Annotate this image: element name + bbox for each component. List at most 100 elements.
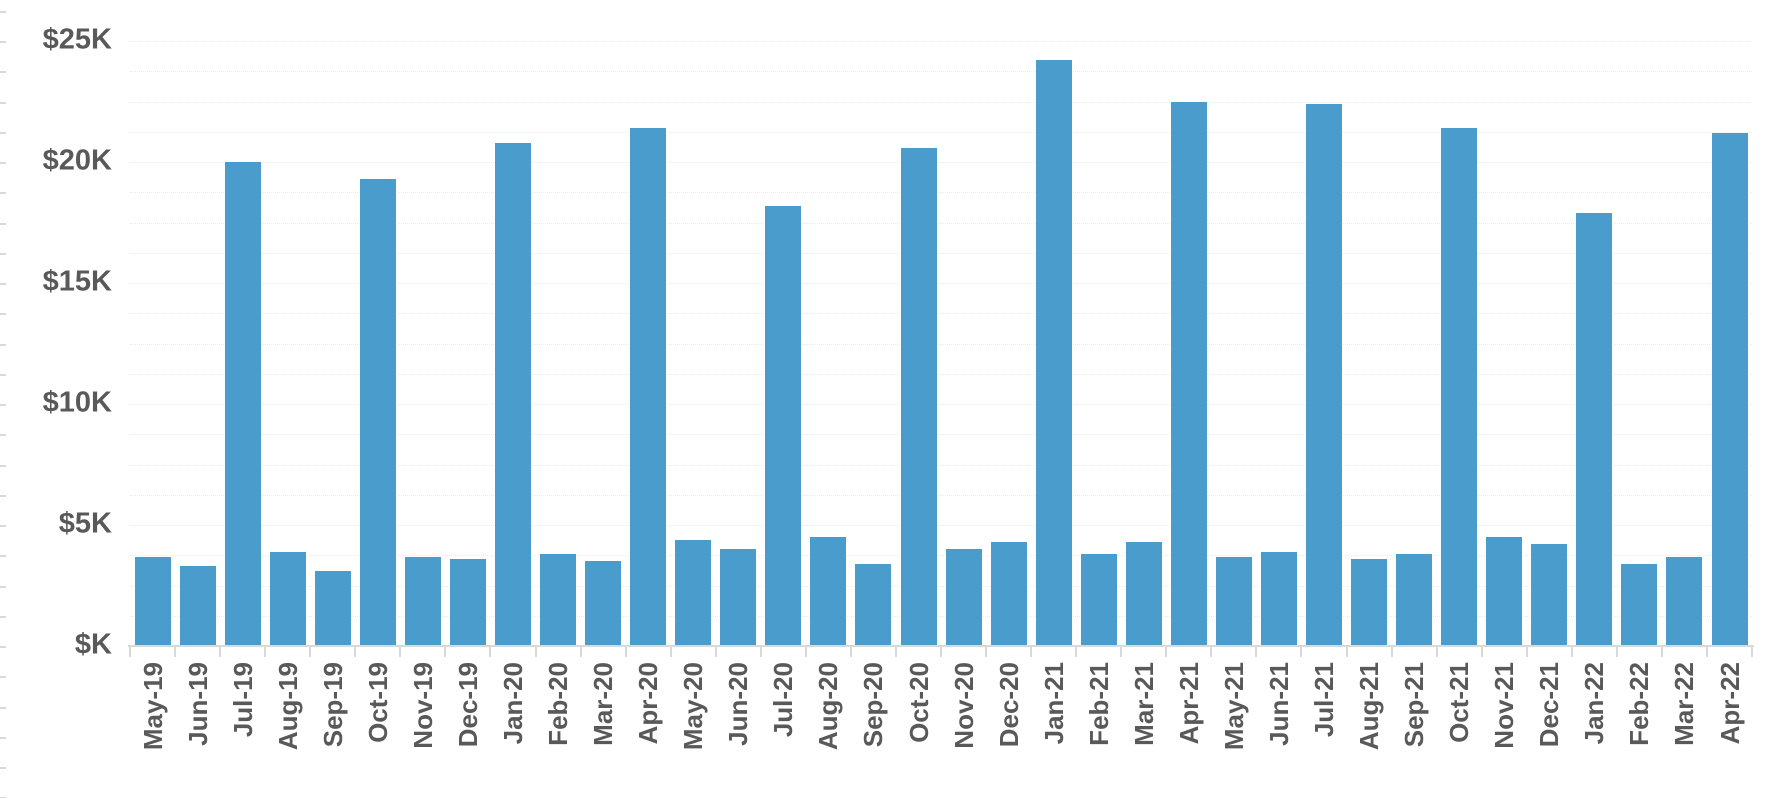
y-axis-minor-tick bbox=[0, 192, 6, 195]
bar-Aug-20[interactable] bbox=[810, 537, 847, 646]
bar-Jul-20[interactable] bbox=[765, 205, 802, 646]
x-axis-tick bbox=[354, 647, 357, 657]
bar-Nov-19[interactable] bbox=[404, 556, 441, 646]
x-axis-label-Jun-21: Jun-21 bbox=[1263, 662, 1294, 746]
gridline bbox=[130, 131, 1752, 133]
bar-Jun-19[interactable] bbox=[179, 566, 216, 646]
x-axis-label-Oct-20: Oct-20 bbox=[903, 662, 934, 743]
gridline bbox=[130, 41, 1752, 42]
x-axis-label-Oct-21: Oct-21 bbox=[1444, 662, 1475, 743]
bar-Feb-22[interactable] bbox=[1621, 563, 1658, 646]
y-axis-minor-tick bbox=[0, 283, 6, 285]
x-axis-label-May-20: May-20 bbox=[678, 662, 709, 751]
y-axis-minor-tick bbox=[0, 101, 6, 104]
x-axis-tick bbox=[1660, 647, 1663, 657]
x-axis-tick bbox=[1165, 647, 1168, 657]
bar-Feb-20[interactable] bbox=[540, 554, 576, 646]
x-axis-tick bbox=[985, 647, 988, 657]
x-axis-label-Aug-19: Aug-19 bbox=[272, 662, 303, 751]
y-axis-minor-tick bbox=[0, 404, 6, 406]
x-axis-tick bbox=[174, 647, 177, 657]
gridline bbox=[130, 162, 1752, 163]
x-axis-label-May-19: May-19 bbox=[137, 662, 168, 751]
gridline bbox=[130, 101, 1752, 103]
bar-Apr-22[interactable] bbox=[1711, 133, 1748, 646]
bar-Oct-19[interactable] bbox=[359, 178, 396, 646]
bar-May-19[interactable] bbox=[134, 556, 171, 646]
x-axis-label-Jan-20: Jan-20 bbox=[498, 662, 528, 745]
x-axis-tick bbox=[1120, 647, 1123, 657]
x-axis-label-Jul-20: Jul-20 bbox=[768, 662, 799, 738]
y-axis-minor-tick bbox=[0, 494, 6, 497]
bar-Mar-21[interactable] bbox=[1125, 541, 1162, 646]
x-axis-label-Jun-19: Jun-19 bbox=[182, 662, 213, 746]
bar-Mar-20[interactable] bbox=[585, 561, 622, 646]
x-axis-tick bbox=[1345, 647, 1348, 657]
gridline bbox=[130, 71, 1752, 73]
y-axis-label-15k: $15K bbox=[42, 265, 112, 298]
bar-Feb-21[interactable] bbox=[1080, 554, 1117, 646]
x-axis-label-Mar-20: Mar-20 bbox=[588, 662, 619, 746]
bar-May-21[interactable] bbox=[1215, 556, 1252, 646]
x-axis-tick bbox=[804, 647, 807, 657]
x-axis-tick bbox=[309, 647, 312, 657]
bar-Jul-21[interactable] bbox=[1306, 103, 1342, 646]
bar-Nov-21[interactable] bbox=[1486, 537, 1523, 646]
x-axis-tick bbox=[1525, 647, 1528, 657]
x-axis-label-Dec-21: Dec-21 bbox=[1534, 662, 1565, 748]
bar-May-20[interactable] bbox=[675, 539, 712, 646]
x-axis-label-May-21: May-21 bbox=[1218, 662, 1249, 751]
bar-Aug-19[interactable] bbox=[269, 551, 306, 646]
bar-Dec-21[interactable] bbox=[1531, 544, 1568, 646]
bar-Apr-20[interactable] bbox=[630, 128, 667, 646]
bar-Dec-20[interactable] bbox=[990, 541, 1027, 646]
x-axis-label-Apr-22: Apr-22 bbox=[1714, 662, 1745, 745]
x-axis-label-Dec-20: Dec-20 bbox=[993, 662, 1024, 748]
x-axis-line bbox=[128, 645, 1754, 647]
bar-Sep-19[interactable] bbox=[314, 571, 351, 646]
bar-Oct-20[interactable] bbox=[900, 147, 937, 646]
bar-Oct-21[interactable] bbox=[1441, 128, 1478, 646]
y-axis-minor-tick bbox=[0, 736, 6, 739]
x-axis-label-Feb-20: Feb-20 bbox=[543, 662, 573, 746]
x-axis-label-Nov-20: Nov-20 bbox=[948, 662, 979, 749]
x-axis-tick bbox=[1570, 647, 1573, 657]
x-axis-label-Feb-21: Feb-21 bbox=[1083, 662, 1114, 746]
y-axis-minor-tick bbox=[0, 585, 6, 588]
bar-Jun-21[interactable] bbox=[1260, 551, 1297, 646]
y-axis-minor-tick bbox=[0, 71, 6, 74]
y-axis-minor-tick bbox=[0, 313, 6, 316]
y-axis-label-25k: $25K bbox=[42, 23, 112, 56]
y-axis-minor-tick bbox=[0, 131, 6, 134]
x-axis-label-Sep-20: Sep-20 bbox=[858, 662, 889, 748]
bar-Dec-19[interactable] bbox=[449, 558, 486, 646]
y-axis-minor-tick bbox=[0, 767, 6, 769]
bar-Apr-21[interactable] bbox=[1170, 101, 1207, 646]
bar-Sep-20[interactable] bbox=[855, 563, 892, 646]
bar-Jan-21[interactable] bbox=[1035, 60, 1072, 646]
x-axis-tick bbox=[444, 647, 447, 657]
y-axis-label-20k: $20K bbox=[42, 144, 112, 177]
bar-Aug-21[interactable] bbox=[1351, 558, 1387, 646]
x-axis-label-Dec-19: Dec-19 bbox=[452, 662, 483, 748]
bar-Jan-22[interactable] bbox=[1576, 212, 1613, 646]
bar-Mar-22[interactable] bbox=[1666, 556, 1703, 646]
x-axis-tick bbox=[1480, 647, 1483, 657]
y-axis-minor-tick bbox=[0, 525, 6, 527]
x-axis-label-Aug-21: Aug-21 bbox=[1354, 662, 1384, 751]
y-axis-minor-tick bbox=[0, 252, 6, 255]
bar-Sep-21[interactable] bbox=[1396, 554, 1433, 646]
x-axis-tick bbox=[940, 647, 942, 657]
bar-Nov-20[interactable] bbox=[945, 549, 982, 646]
x-axis-label-Aug-20: Aug-20 bbox=[813, 662, 844, 751]
bar-Jan-20[interactable] bbox=[495, 142, 531, 646]
x-axis-tick bbox=[1255, 647, 1258, 657]
bar-Jul-19[interactable] bbox=[224, 162, 261, 646]
bar-Jun-20[interactable] bbox=[720, 549, 757, 646]
y-axis-minor-tick bbox=[0, 706, 6, 709]
x-axis-label-Sep-21: Sep-21 bbox=[1399, 662, 1430, 748]
y-axis-minor-tick bbox=[0, 10, 6, 13]
x-axis-label-Jul-21: Jul-21 bbox=[1309, 662, 1339, 738]
y-axis-minor-tick bbox=[0, 555, 6, 558]
x-axis-label-Nov-19: Nov-19 bbox=[407, 662, 438, 749]
